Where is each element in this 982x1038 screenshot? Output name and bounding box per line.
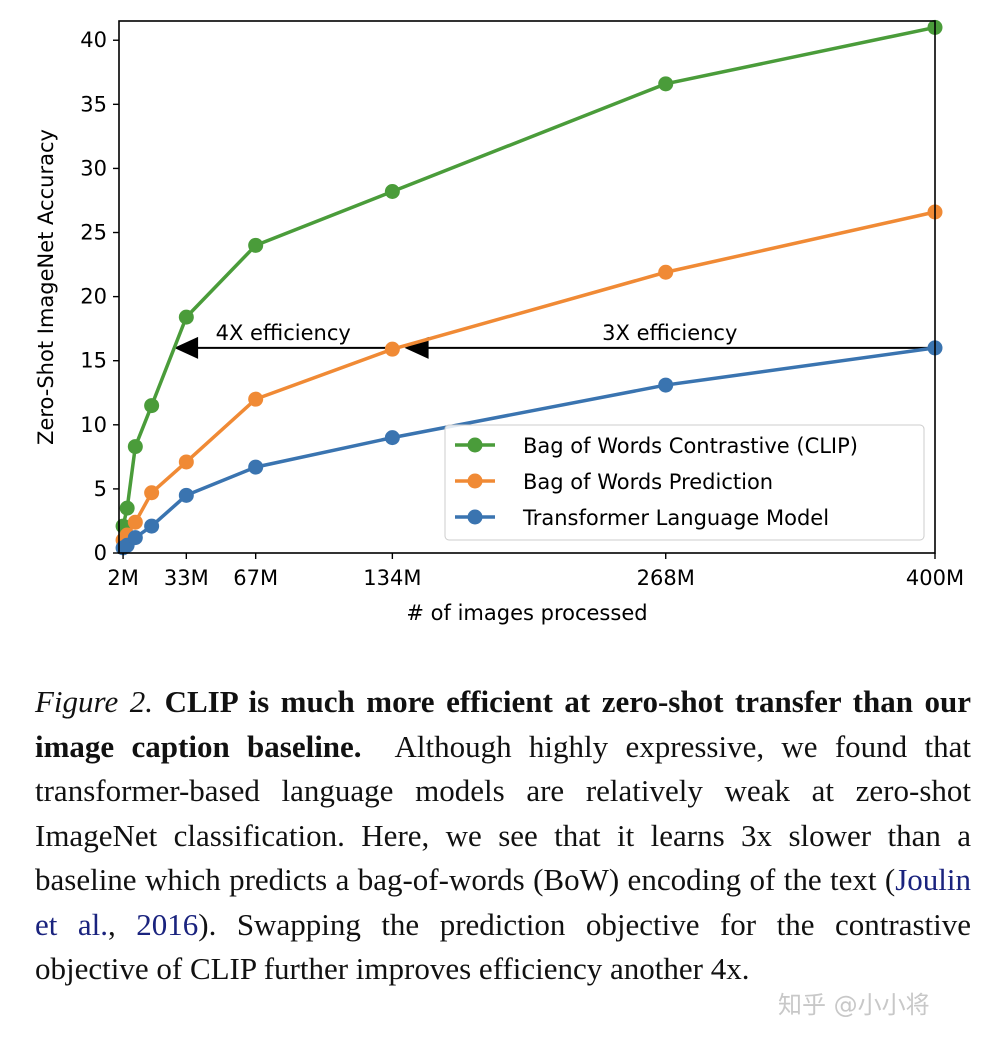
data-point (127, 514, 143, 530)
x-tick-label: 67M (233, 566, 278, 590)
y-tick-label: 15 (80, 349, 107, 373)
y-tick-label: 40 (80, 28, 107, 52)
data-point (178, 454, 194, 470)
citation-sep: , (108, 906, 137, 942)
efficiency-annotation: 3X efficiency (602, 321, 737, 345)
series-0 (115, 19, 943, 534)
y-tick-label: 0 (94, 541, 107, 565)
y-tick-label: 35 (80, 92, 107, 116)
data-point (248, 459, 264, 475)
x-tick-label: 2M (107, 566, 138, 590)
chart: 4X efficiency 3X efficiency 2M 33M 67M 134M 2… (34, 19, 964, 625)
citation-link-authors[interactable]: Joulin et al. (35, 862, 971, 942)
y-tick-label: 5 (94, 477, 107, 501)
figure-label: Figure 2. (35, 684, 154, 719)
x-tick-label: 134M (363, 566, 421, 590)
data-point (658, 377, 674, 393)
data-point (248, 237, 264, 253)
data-point (178, 487, 194, 503)
x-tick-label: 400M (906, 566, 964, 590)
legend-label: Bag of Words Contrastive (CLIP) (523, 434, 858, 458)
data-point (144, 398, 160, 414)
data-point (144, 485, 160, 501)
data-point (384, 341, 400, 357)
figure-caption: Figure 2. CLIP is much more efficient at… (35, 680, 971, 992)
x-axis-label: # of images processed (406, 601, 647, 625)
data-point (127, 530, 143, 546)
x-tick-label: 33M (164, 566, 209, 590)
data-point (384, 430, 400, 446)
series-1 (115, 204, 943, 548)
legend-marker (467, 509, 483, 525)
caption-body: Although highly expressive, we found tha… (35, 728, 971, 898)
data-point (119, 500, 135, 516)
x-tick-label: 268M (637, 566, 695, 590)
y-tick-label: 10 (80, 413, 107, 437)
data-point (384, 183, 400, 199)
y-tick-label: 20 (80, 285, 107, 309)
data-point (658, 264, 674, 280)
legend-marker (467, 473, 483, 489)
citation-link-year[interactable]: 2016 (136, 906, 199, 942)
y-axis-label: Zero-Shot ImageNet Accuracy (34, 129, 58, 445)
legend: Bag of Words Contrastive (CLIP) Bag of Wo… (444, 424, 925, 541)
efficiency-annotation: 4X efficiency (216, 321, 351, 345)
arrow-head-icon (174, 336, 199, 359)
data-point (248, 391, 264, 407)
data-point (178, 309, 194, 325)
plot-frame (118, 20, 936, 554)
legend-label: Bag of Words Prediction (523, 470, 773, 494)
watermark: 知乎 @小小将 (778, 991, 930, 1019)
legend-marker (467, 437, 483, 453)
legend-label: Transformer Language Model (522, 506, 829, 530)
data-point (127, 439, 143, 455)
data-point (144, 518, 160, 534)
caption-body-end: ). Swapping the prediction objective for… (35, 906, 972, 987)
data-point (658, 76, 674, 92)
y-tick-label: 30 (80, 156, 107, 180)
caption-title: CLIP is much more efficient at zero-shot… (35, 684, 971, 764)
y-tick-label: 25 (80, 221, 107, 245)
